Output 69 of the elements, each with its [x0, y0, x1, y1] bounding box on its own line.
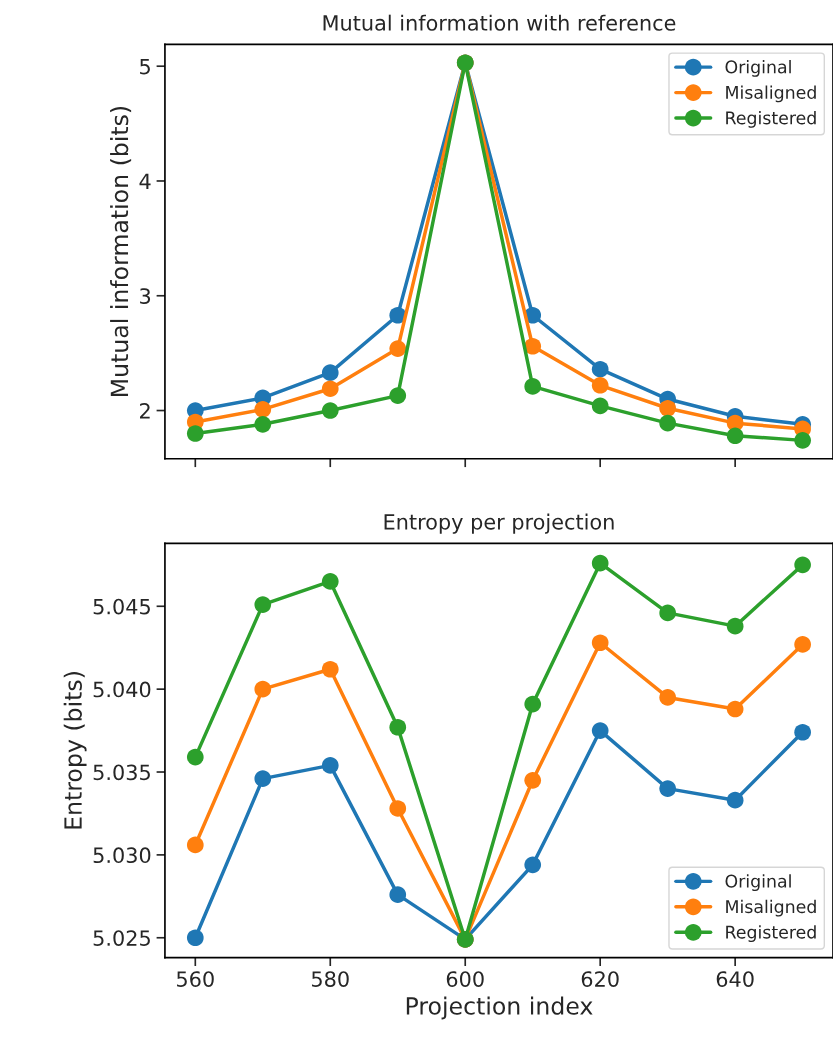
point	[794, 723, 811, 741]
legend-label: Misaligned	[726, 85, 816, 103]
legend-label: Registered	[726, 925, 816, 943]
y-tick-label: 5.030	[93, 847, 151, 864]
point	[321, 402, 339, 419]
y-tick-label: 5.040	[93, 681, 151, 698]
point	[591, 554, 609, 572]
point	[726, 427, 744, 445]
y-tick-label: 5.035	[93, 764, 150, 781]
point	[524, 695, 542, 713]
x-axis-title: Projection index	[406, 996, 593, 1020]
legend-label: Original	[725, 60, 791, 77]
y-tick-label: 3	[140, 288, 151, 304]
chart-title: Mutual information with reference	[323, 14, 676, 31]
x-tick-label: 620	[581, 971, 619, 987]
y-tick-label: 5.045	[93, 598, 150, 615]
legend-label: Original	[725, 874, 791, 892]
point	[321, 380, 339, 398]
point	[186, 929, 204, 947]
point	[794, 556, 811, 574]
point	[186, 748, 204, 766]
point	[726, 700, 744, 718]
x-tick-label: 600	[446, 971, 484, 987]
y-axis-title: Entropy (bits)	[63, 672, 87, 829]
legend-label: Registered	[726, 110, 816, 128]
point	[254, 401, 272, 418]
point	[794, 432, 811, 449]
point	[726, 791, 744, 809]
point	[321, 364, 339, 381]
point	[659, 414, 676, 432]
point	[524, 337, 542, 355]
point	[186, 425, 204, 442]
y-axis-title: Mutual information (bits)	[110, 106, 132, 396]
point	[254, 596, 272, 613]
y-tick-label: 5.025	[93, 930, 150, 946]
y-tick-label: 5	[140, 58, 150, 75]
point	[659, 399, 676, 417]
point	[321, 660, 339, 678]
point	[254, 770, 272, 787]
point	[726, 617, 744, 635]
point	[591, 376, 609, 394]
point	[321, 573, 339, 590]
point	[389, 340, 407, 357]
chart-title: Entropy per projection	[384, 513, 614, 534]
x-tick-label: 640	[716, 971, 754, 987]
point	[659, 604, 676, 622]
x-tick-label: 580	[311, 971, 349, 987]
point	[389, 886, 407, 903]
point	[659, 689, 676, 706]
point	[524, 378, 542, 395]
point	[389, 387, 407, 404]
point	[389, 718, 407, 736]
point	[659, 780, 676, 797]
x-tick-label: 560	[177, 971, 214, 987]
point	[591, 397, 609, 415]
point	[321, 757, 339, 774]
y-tick-label: 2	[140, 402, 150, 419]
point	[524, 856, 542, 874]
point	[254, 415, 272, 433]
point	[524, 771, 542, 789]
legend-label: Misaligned	[726, 899, 816, 917]
point	[591, 722, 609, 739]
point	[389, 800, 407, 817]
point	[186, 836, 204, 854]
point	[591, 360, 609, 378]
point	[794, 636, 811, 653]
y-tick-label: 4	[139, 173, 151, 189]
point	[591, 634, 609, 652]
point	[254, 680, 272, 698]
